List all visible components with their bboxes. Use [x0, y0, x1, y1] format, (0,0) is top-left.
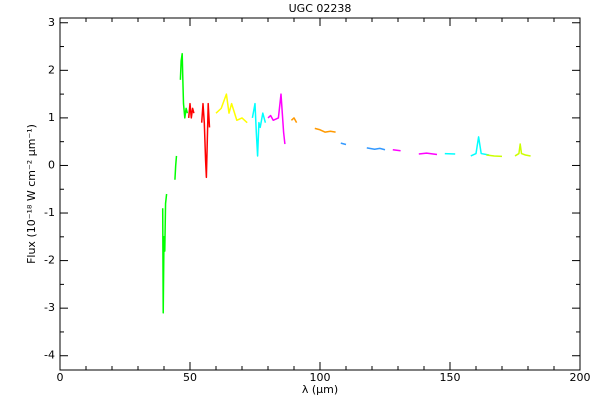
spectrum-line	[340, 142, 386, 151]
x-tick-label: 200	[570, 371, 591, 384]
chart-title: UGC 02238	[289, 2, 352, 15]
y-tick-label: 3	[48, 16, 55, 29]
x-tick-label: 150	[440, 371, 461, 384]
spectrum-line	[486, 143, 531, 158]
x-tick-label: 100	[310, 371, 331, 384]
spectrum-line	[290, 117, 336, 133]
spectrum-line	[161, 52, 189, 314]
spectrum-line	[392, 149, 438, 156]
y-tick-label: 0	[48, 158, 55, 171]
x-tick-label: 0	[57, 371, 64, 384]
spectrum-line	[187, 102, 211, 179]
spectrum-line	[267, 93, 286, 145]
y-axis-label: Flux (10⁻¹⁸ W cm⁻² μm⁻¹)	[25, 124, 38, 264]
spectrum-line	[215, 93, 248, 124]
x-tick-label: 50	[183, 371, 197, 384]
spectrum-line	[251, 102, 267, 157]
plot-frame	[59, 17, 581, 371]
y-tick-label: -1	[44, 206, 55, 219]
y-tick-label: 1	[48, 111, 55, 124]
y-tick-label: -2	[44, 254, 55, 267]
y-tick-label: -3	[44, 301, 55, 314]
x-axis-label: λ (μm)	[302, 383, 338, 396]
spectrum-line	[444, 136, 490, 157]
y-tick-label: 2	[48, 63, 55, 76]
y-tick-label: -4	[44, 349, 55, 362]
